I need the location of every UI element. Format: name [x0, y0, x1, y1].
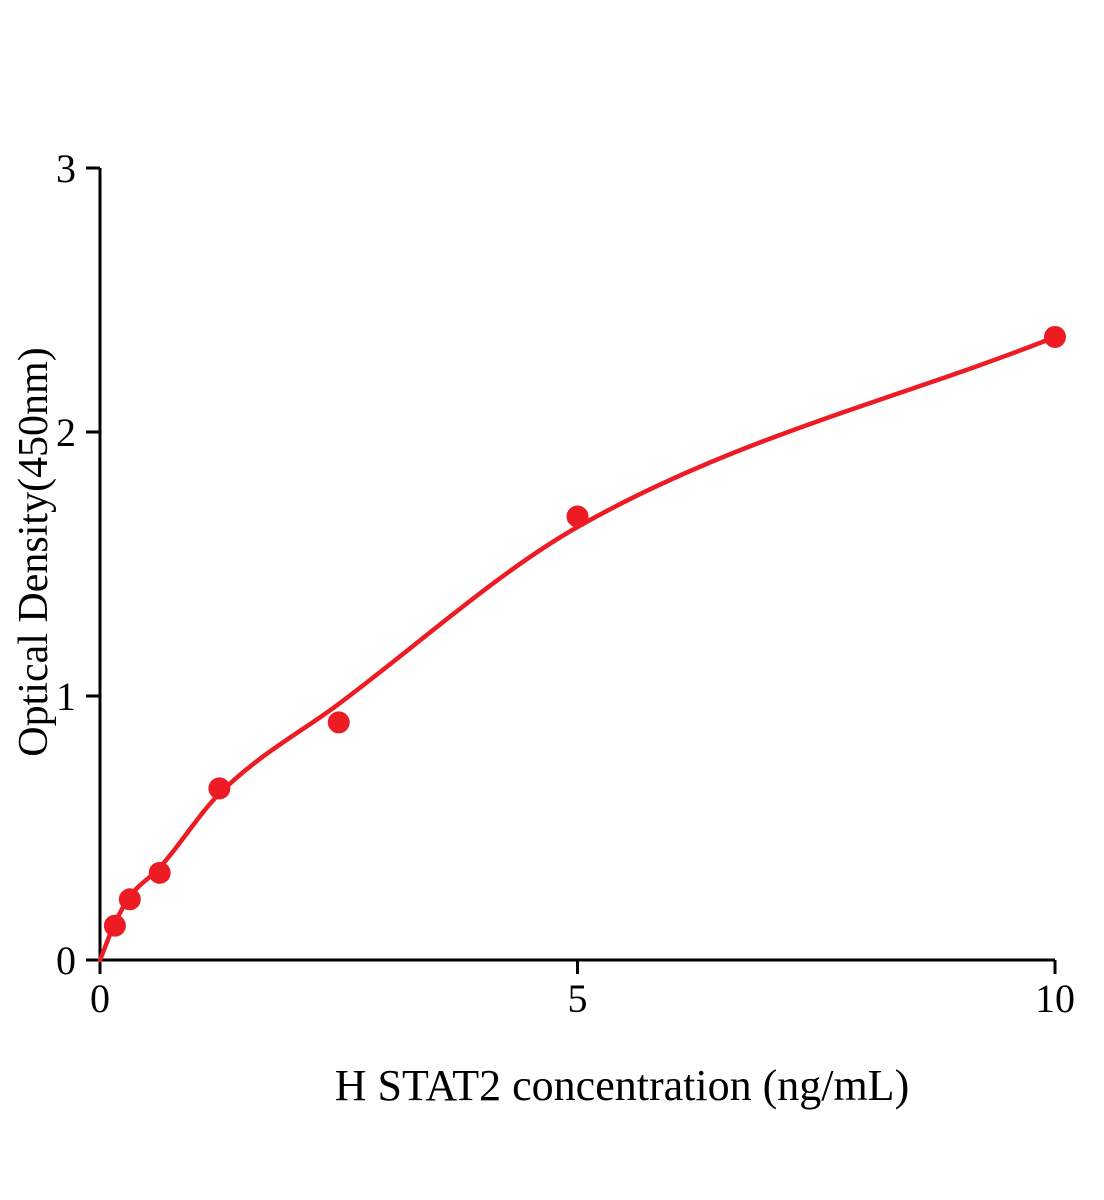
- x-axis-title: H STAT2 concentration (ng/mL): [334, 1061, 910, 1110]
- data-point: [148, 861, 171, 884]
- x-tick-label: 5: [568, 976, 588, 1021]
- fit-curve: [97, 334, 1058, 963]
- y-tick-label: 3: [56, 146, 76, 191]
- x-tick-label: 0: [90, 976, 110, 1021]
- y-tick-label: 2: [56, 410, 76, 455]
- data-point: [118, 888, 141, 911]
- data-point: [566, 505, 589, 528]
- y-tick-label: 1: [56, 674, 76, 719]
- data-point: [327, 711, 350, 734]
- data-point: [1044, 325, 1066, 348]
- axes: [98, 168, 1055, 962]
- y-tick-label: 0: [56, 938, 76, 983]
- y-axis-title: Optical Density(450nm): [11, 347, 57, 757]
- x-tick-label: 10: [1035, 976, 1075, 1021]
- data-point: [208, 777, 231, 800]
- data-point: [103, 914, 126, 937]
